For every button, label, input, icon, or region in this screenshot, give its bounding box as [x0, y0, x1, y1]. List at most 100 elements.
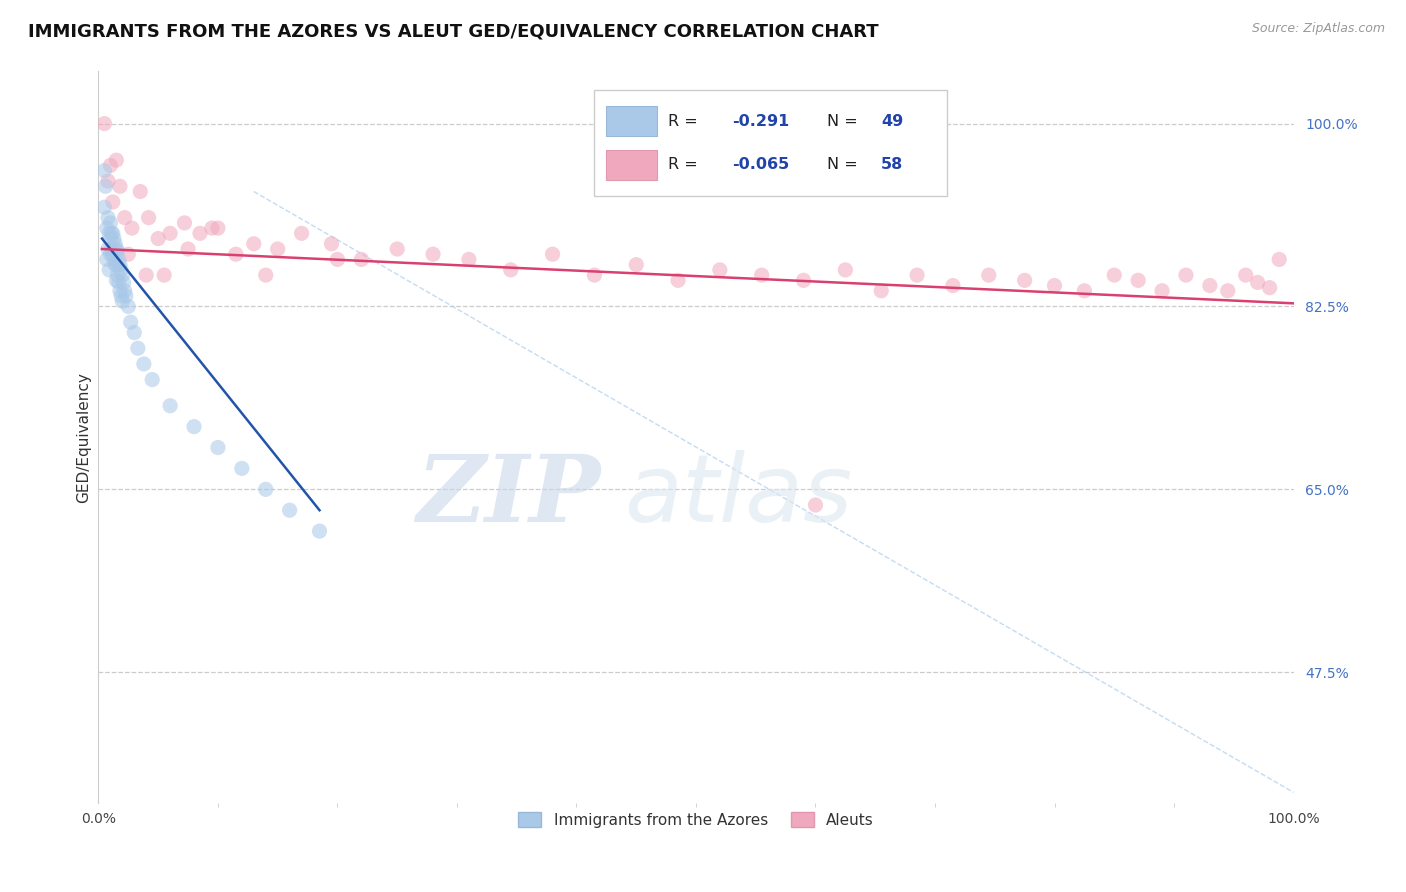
Point	[159, 227, 181, 241]
Point	[942, 278, 965, 293]
Point	[1247, 276, 1270, 290]
Point	[107, 276, 129, 290]
Point	[120, 315, 142, 329]
Point	[177, 242, 200, 256]
Point	[626, 258, 648, 272]
Legend: Immigrants from the Azores, Aleuts: Immigrants from the Azores, Aleuts	[510, 804, 882, 836]
Point	[804, 498, 827, 512]
Point	[104, 258, 127, 272]
Point	[231, 461, 253, 475]
Point	[107, 252, 129, 267]
Text: -0.065: -0.065	[733, 158, 789, 172]
Point	[207, 221, 229, 235]
Text: Source: ZipAtlas.com: Source: ZipAtlas.com	[1251, 22, 1385, 36]
Point	[108, 258, 131, 272]
Point	[117, 247, 139, 261]
Point	[278, 503, 301, 517]
Point	[101, 194, 124, 209]
Point	[225, 247, 247, 261]
Point	[207, 441, 229, 455]
Point	[98, 216, 122, 230]
Text: 58: 58	[882, 158, 904, 172]
Point	[254, 268, 277, 282]
Point	[751, 268, 773, 282]
Point	[108, 284, 131, 298]
Point	[1104, 268, 1126, 282]
Point	[1152, 284, 1174, 298]
Text: IMMIGRANTS FROM THE AZORES VS ALEUT GED/EQUIVALENCY CORRELATION CHART: IMMIGRANTS FROM THE AZORES VS ALEUT GED/…	[28, 22, 879, 40]
Point	[422, 247, 444, 261]
Point	[1234, 268, 1257, 282]
Point	[308, 524, 330, 538]
Point	[98, 247, 122, 261]
Point	[105, 258, 128, 272]
Point	[96, 221, 118, 235]
Point	[1043, 278, 1066, 293]
Point	[124, 326, 146, 340]
Point	[834, 263, 856, 277]
Point	[138, 211, 160, 225]
Point	[666, 273, 689, 287]
Point	[121, 221, 143, 235]
Point	[1268, 252, 1291, 267]
Point	[326, 252, 349, 267]
Point	[100, 242, 122, 256]
Point	[115, 289, 138, 303]
Point	[100, 227, 122, 241]
Point	[98, 263, 121, 277]
Point	[1073, 284, 1095, 298]
Point	[870, 284, 893, 298]
Point	[243, 236, 266, 251]
Text: ZIP: ZIP	[416, 450, 600, 541]
Point	[1175, 268, 1198, 282]
Point	[183, 419, 205, 434]
Point	[97, 211, 120, 225]
Point	[98, 227, 121, 241]
Point	[114, 211, 136, 225]
Point	[105, 242, 128, 256]
Point	[499, 263, 522, 277]
Text: R =: R =	[668, 113, 699, 128]
Point	[1014, 273, 1036, 287]
Point	[188, 227, 211, 241]
Point	[148, 231, 170, 245]
Point	[101, 227, 124, 241]
Point	[458, 252, 481, 267]
Point	[104, 236, 127, 251]
Point	[107, 268, 129, 282]
Point	[96, 252, 118, 267]
Point	[977, 268, 1000, 282]
Point	[93, 117, 115, 131]
Point	[709, 263, 731, 277]
Point	[117, 300, 139, 314]
Point	[111, 268, 134, 282]
Point	[1199, 278, 1222, 293]
Text: R =: R =	[668, 158, 699, 172]
Point	[1128, 273, 1150, 287]
Point	[110, 263, 132, 277]
Point	[1216, 284, 1239, 298]
Point	[159, 399, 181, 413]
Point	[103, 252, 125, 267]
Point	[905, 268, 928, 282]
Point	[114, 284, 136, 298]
Text: N =: N =	[827, 113, 858, 128]
Y-axis label: GED/Equivalency: GED/Equivalency	[76, 372, 91, 502]
Point	[267, 242, 290, 256]
Text: atlas: atlas	[624, 450, 852, 541]
Point	[132, 357, 155, 371]
Point	[93, 200, 115, 214]
Point	[103, 231, 125, 245]
Text: 49: 49	[882, 113, 904, 128]
Point	[108, 179, 131, 194]
Point	[129, 185, 152, 199]
Point	[98, 158, 122, 172]
Point	[141, 373, 163, 387]
Point	[98, 231, 122, 245]
Point	[385, 242, 409, 256]
Point	[97, 242, 120, 256]
Point	[105, 153, 128, 168]
Point	[541, 247, 564, 261]
Point	[291, 227, 314, 241]
Point	[135, 268, 157, 282]
